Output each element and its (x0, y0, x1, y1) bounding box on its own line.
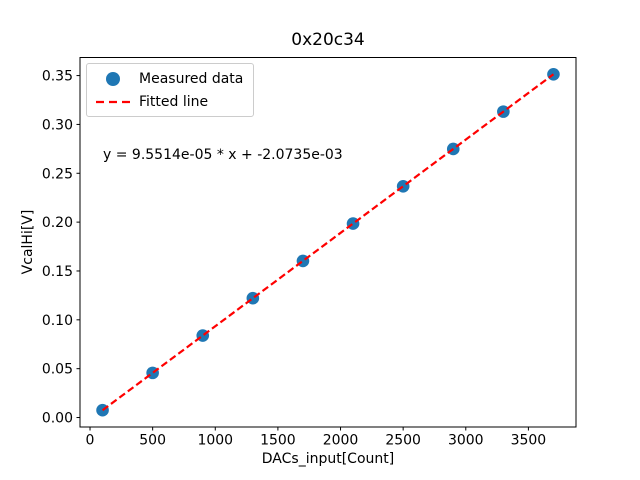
y-tick-label: 0.00 (42, 411, 73, 427)
y-tick-label: 0.25 (42, 166, 73, 182)
y-tick-label: 0.35 (42, 69, 73, 85)
x-tick-label: 3000 (448, 433, 484, 449)
y-tick-label: 0.20 (42, 215, 73, 231)
legend-handle (95, 71, 131, 86)
x-tick-label: 1500 (260, 433, 296, 449)
x-tick-label: 0 (86, 433, 95, 449)
scatter-marker-icon (106, 71, 120, 86)
x-tick-label: 1000 (197, 433, 233, 449)
fit-equation-annotation: y = 9.5514e-05 * x + -2.0735e-03 (103, 147, 343, 163)
y-tick-label: 0.30 (42, 117, 73, 133)
axes-frame (79, 57, 577, 428)
y-tick-label: 0.15 (42, 264, 73, 280)
x-tick-label: 500 (139, 433, 166, 449)
legend-handle (95, 99, 131, 105)
x-tick-label: 3500 (511, 433, 547, 449)
x-tick-label: 2500 (385, 433, 421, 449)
dashed-line-icon (96, 100, 130, 103)
legend-entry-measured-data: Measured data (95, 69, 243, 88)
chart-title: 0x20c34 (291, 30, 365, 50)
legend-label: Fitted line (139, 93, 209, 110)
legend-label: Measured data (139, 70, 244, 87)
legend: Measured data Fitted line (86, 63, 255, 117)
x-axis-label: DACs_input[Count] (261, 451, 395, 467)
fitted-line (101, 73, 555, 412)
legend-entry-fitted-line: Fitted line (95, 92, 243, 111)
y-tick-label: 0.05 (42, 362, 73, 378)
y-axis-label: VcalHi[V] (20, 209, 36, 275)
y-tick-label: 0.10 (42, 313, 73, 329)
x-tick-label: 2000 (323, 433, 359, 449)
